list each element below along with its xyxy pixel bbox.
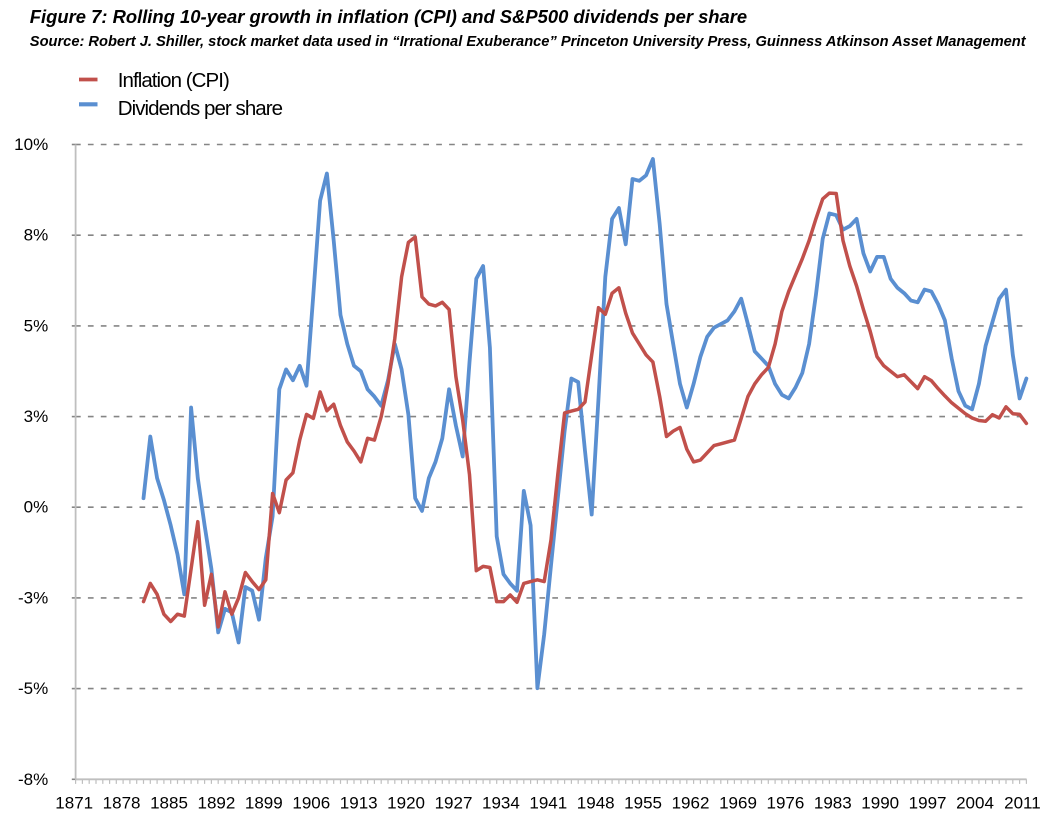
svg-text:1941: 1941	[529, 794, 567, 813]
svg-text:0%: 0%	[24, 498, 49, 517]
svg-text:1955: 1955	[624, 794, 662, 813]
svg-text:1948: 1948	[577, 794, 615, 813]
svg-text:1927: 1927	[435, 794, 473, 813]
svg-text:5%: 5%	[24, 316, 49, 335]
svg-text:-8%: -8%	[18, 770, 48, 789]
svg-text:3%: 3%	[24, 407, 49, 426]
svg-text:1906: 1906	[292, 794, 330, 813]
svg-text:1878: 1878	[103, 794, 141, 813]
svg-text:1871: 1871	[55, 794, 93, 813]
svg-text:1976: 1976	[766, 794, 804, 813]
svg-text:1934: 1934	[482, 794, 520, 813]
svg-text:1885: 1885	[150, 794, 188, 813]
svg-text:1969: 1969	[719, 794, 757, 813]
svg-text:1899: 1899	[245, 794, 283, 813]
svg-text:1920: 1920	[387, 794, 425, 813]
svg-text:-3%: -3%	[18, 588, 48, 607]
svg-text:8%: 8%	[24, 226, 49, 245]
svg-text:1997: 1997	[909, 794, 947, 813]
svg-text:1892: 1892	[197, 794, 235, 813]
svg-text:1983: 1983	[814, 794, 852, 813]
svg-text:1962: 1962	[672, 794, 710, 813]
svg-text:10%: 10%	[14, 135, 48, 154]
svg-text:1990: 1990	[861, 794, 899, 813]
svg-text:-5%: -5%	[18, 679, 48, 698]
svg-text:1913: 1913	[340, 794, 378, 813]
svg-text:2011: 2011	[1004, 794, 1041, 813]
svg-text:2004: 2004	[956, 794, 994, 813]
